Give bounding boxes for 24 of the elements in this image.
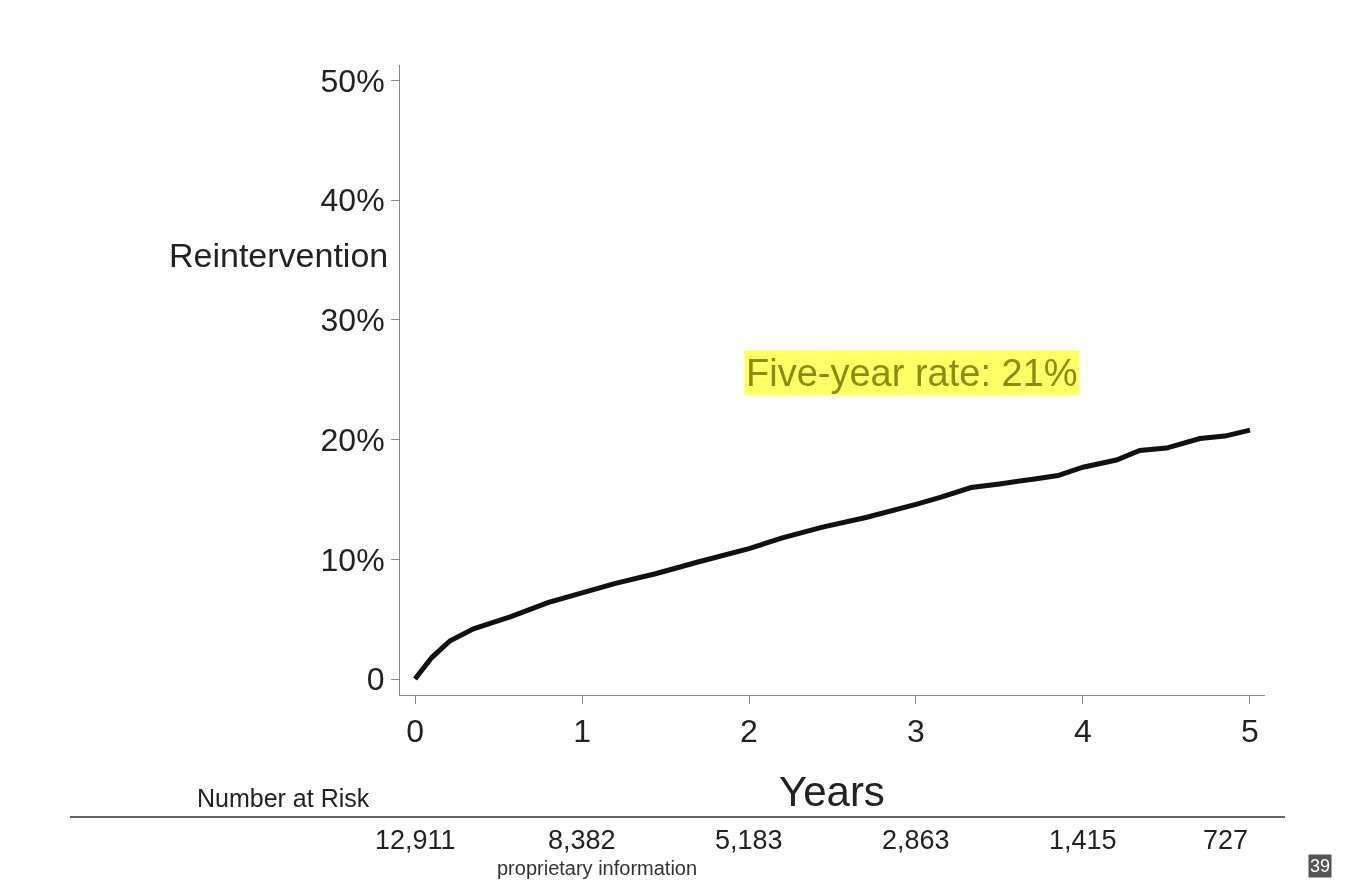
x-tick-label: 2 — [740, 713, 758, 750]
text: 5,183 — [715, 825, 783, 855]
y-tick-label: 30% — [320, 302, 385, 339]
text: 39 — [1310, 856, 1331, 876]
text: 727 — [1203, 825, 1249, 855]
y-tick-label: 20% — [320, 421, 385, 458]
text: Number at Risk — [197, 784, 370, 812]
y-tick-label: 40% — [320, 182, 385, 219]
y-tick-label: 50% — [320, 62, 385, 99]
x-tick-label: 1 — [573, 713, 591, 750]
y-axis-title: Reintervention — [169, 236, 389, 274]
x-tick-label: 5 — [1241, 713, 1259, 750]
annotation: Five-year rate: 21% — [746, 352, 1078, 394]
y-tick-label: 10% — [320, 541, 385, 578]
text: 2,863 — [882, 825, 950, 855]
text: proprietary information — [497, 857, 698, 879]
y-tick-label: 0 — [366, 661, 385, 698]
x-axis-title: Years — [779, 768, 885, 815]
x-tick-label: 0 — [406, 713, 424, 750]
text: 1,415 — [1049, 825, 1117, 855]
x-tick-label: 4 — [1074, 713, 1092, 750]
x-tick-label: 3 — [907, 713, 925, 750]
text: 12,911 — [375, 825, 456, 855]
text: 8,382 — [548, 825, 616, 855]
